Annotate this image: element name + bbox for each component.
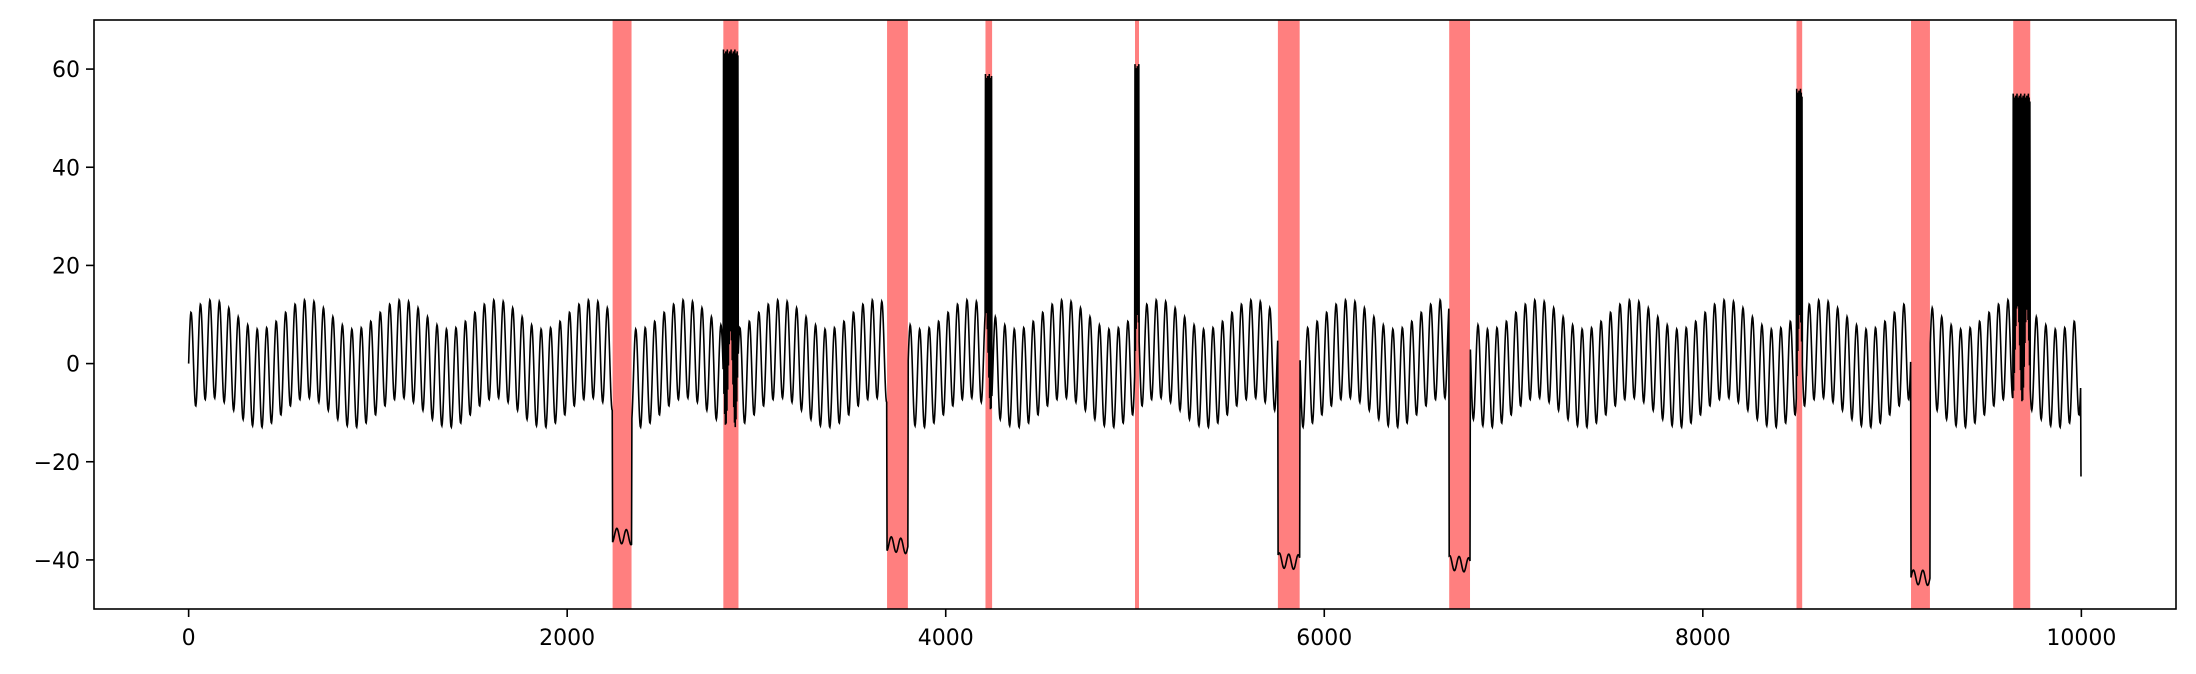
y-tick-label: 40 (52, 156, 80, 181)
signal-line (187, 49, 2082, 587)
anomaly-band-6 (1277, 20, 1300, 609)
x-tick-label: 0 (182, 626, 196, 651)
y-tick-label: 20 (52, 254, 80, 279)
x-axis: 0 2000 4000 6000 8000 10000 (182, 609, 2116, 651)
anomaly-band-7 (1449, 20, 1471, 609)
x-tick-label: 4000 (918, 626, 974, 651)
y-axis: −40 −20 0 20 40 60 (34, 58, 94, 574)
y-tick-label: −40 (34, 549, 80, 574)
anomaly-band-3 (887, 20, 908, 609)
anomaly-band-9 (1911, 20, 1930, 609)
y-tick-label: 60 (52, 58, 80, 83)
anomaly-band-1 (612, 20, 632, 609)
x-tick-label: 8000 (1675, 626, 1731, 651)
y-tick-label: 0 (66, 353, 80, 378)
x-tick-label: 6000 (1296, 626, 1352, 651)
plot-frame (93, 19, 2177, 610)
y-tick-label: −20 (34, 451, 80, 476)
x-tick-label: 10000 (2046, 626, 2116, 651)
x-tick-label: 2000 (539, 626, 595, 651)
